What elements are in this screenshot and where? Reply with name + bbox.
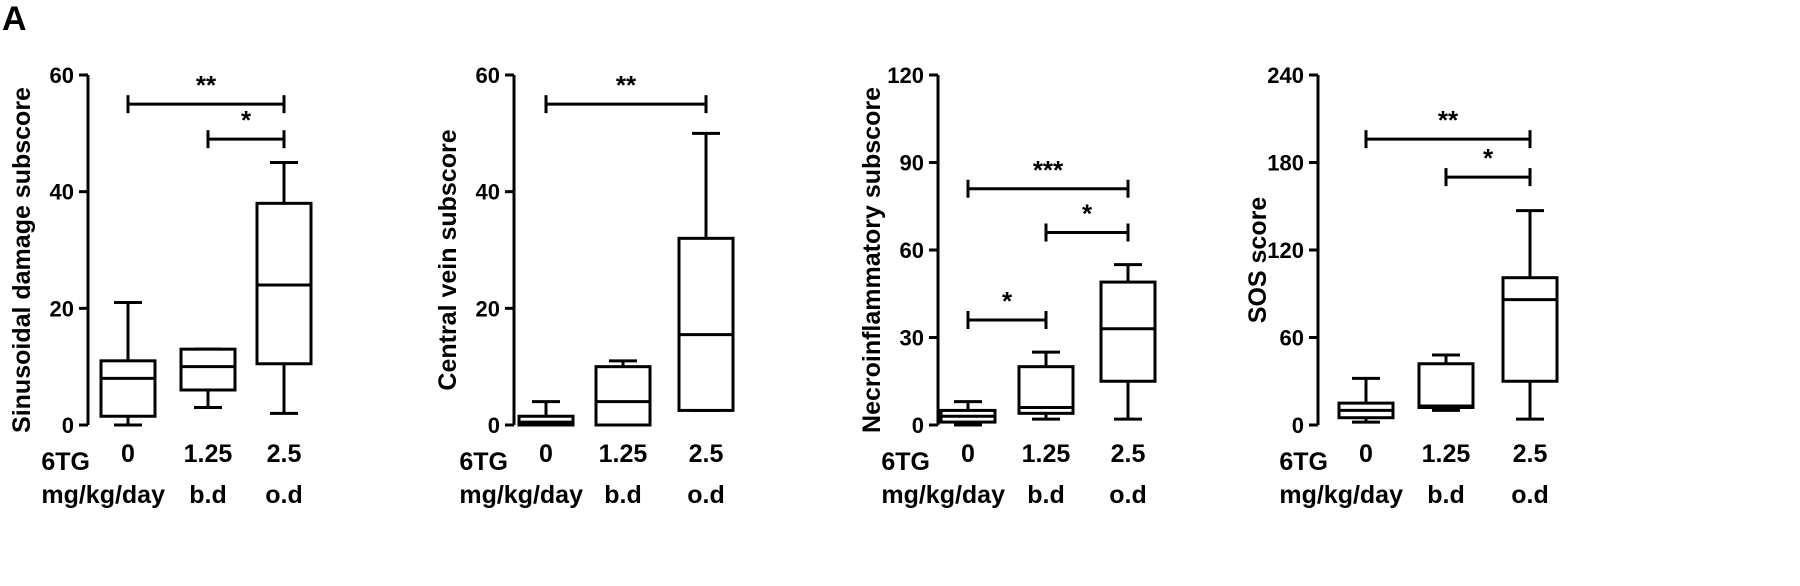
significance-label: * (1002, 286, 1013, 316)
y-tick-label: 120 (1267, 238, 1304, 263)
y-tick-label: 60 (50, 63, 74, 88)
y-tick-label: 60 (476, 63, 500, 88)
row-label-drug: 6TG (459, 448, 508, 476)
y-tick-label: 20 (50, 296, 74, 321)
significance-label: ** (1438, 105, 1459, 135)
box-1-25 (1417, 353, 1475, 412)
dosing-label: b.d (189, 481, 227, 509)
significance-bar: ** (1364, 105, 1532, 149)
iqr-box (1501, 276, 1559, 383)
iqr-box (677, 236, 735, 412)
x-category-label: 2.5 (1513, 440, 1548, 468)
dosing-label: o.d (1511, 481, 1549, 509)
iqr-box (1099, 280, 1157, 383)
box-2-5 (1501, 209, 1559, 421)
y-tick-label: 20 (476, 296, 500, 321)
x-category-label: 0 (961, 440, 975, 468)
significance-bar: * (1444, 143, 1532, 187)
dosing-label: o.d (265, 481, 303, 509)
y-tick-label: 120 (887, 63, 924, 88)
x-category-label: 2.5 (689, 440, 724, 468)
box-1-25 (594, 359, 652, 427)
box-2-5 (677, 131, 735, 412)
x-category-label: 2.5 (1111, 440, 1146, 468)
significance-label: * (1082, 199, 1093, 229)
x-category-label: 1.25 (1422, 440, 1471, 468)
significance-bar: * (1044, 199, 1130, 242)
x-category-label: 0 (539, 440, 553, 468)
y-tick-label: 180 (1267, 151, 1304, 176)
y-tick-label: 30 (900, 326, 924, 351)
box-2-5 (1099, 263, 1157, 421)
panel-label: A (2, 0, 27, 38)
x-category-label: 1.25 (1022, 440, 1071, 468)
y-axis-label: SOS score (1244, 197, 1272, 324)
significance-bar: ** (126, 70, 286, 114)
y-tick-label: 90 (900, 151, 924, 176)
significance-label: * (241, 105, 252, 135)
y-axis-label: Sinusoidal damage subscore (8, 87, 36, 433)
x-category-label: 2.5 (267, 440, 302, 468)
iqr-box (179, 347, 237, 392)
box-0 (939, 400, 997, 427)
row-label-drug: 6TG (1279, 448, 1328, 476)
y-tick-label: 40 (476, 180, 500, 205)
y-tick-label: 0 (912, 413, 924, 438)
y-tick-label: 40 (50, 180, 74, 205)
significance-label: * (1483, 143, 1494, 173)
significance-label: *** (1033, 155, 1064, 185)
significance-bar: ** (544, 70, 708, 114)
dosing-label: b.d (604, 481, 642, 509)
box-1-25 (1017, 350, 1075, 421)
row-label-units: mg/kg/day (881, 481, 1005, 509)
dosing-label: o.d (1109, 481, 1147, 509)
x-category-label: 0 (1359, 440, 1373, 468)
y-tick-label: 0 (62, 413, 74, 438)
row-label-drug: 6TG (41, 448, 90, 476)
significance-bar: * (966, 286, 1048, 329)
box-1-25 (179, 347, 237, 409)
y-tick-label: 60 (900, 238, 924, 263)
x-category-label: 1.25 (184, 440, 233, 468)
significance-bar: *** (966, 155, 1130, 198)
row-label-units: mg/kg/day (1279, 481, 1403, 509)
y-tick-label: 240 (1267, 63, 1304, 88)
box-2-5 (255, 161, 313, 415)
iqr-box (99, 359, 157, 418)
y-tick-label: 60 (1280, 326, 1304, 351)
box-0 (99, 301, 157, 427)
x-category-label: 0 (121, 440, 135, 468)
row-label-drug: 6TG (881, 448, 930, 476)
y-axis-label: Necroinflammatory subscore (858, 87, 886, 433)
dosing-label: o.d (687, 481, 725, 509)
box-0 (1337, 376, 1395, 424)
dosing-label: b.d (1027, 481, 1065, 509)
significance-bar: * (206, 105, 286, 149)
row-label-units: mg/kg/day (459, 481, 583, 509)
dosing-label: b.d (1427, 481, 1465, 509)
iqr-box (594, 365, 652, 427)
y-tick-label: 0 (1292, 413, 1304, 438)
iqr-box (1017, 365, 1075, 415)
box-0 (517, 400, 575, 427)
y-tick-label: 0 (488, 413, 500, 438)
iqr-box (1417, 362, 1475, 409)
y-axis-label: Central vein subscore (434, 129, 462, 390)
chart-panel-2: 0 20 40 60 Central vein subscore ** 0 1.25 b.d 2.… (434, 63, 735, 509)
x-category-label: 1.25 (599, 440, 648, 468)
significance-label: ** (196, 70, 217, 100)
row-label-units: mg/kg/day (41, 481, 165, 509)
significance-label: ** (616, 70, 637, 100)
